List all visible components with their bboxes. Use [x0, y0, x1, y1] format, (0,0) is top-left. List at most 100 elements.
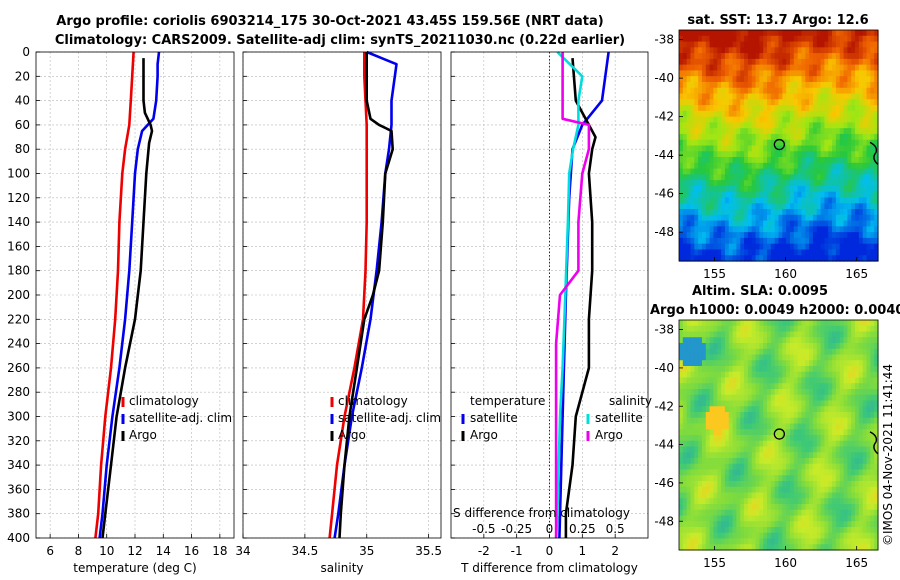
sla-map-cell: [866, 366, 871, 373]
sla-map-cell: [786, 527, 791, 534]
sla-map-cell: [709, 366, 715, 373]
sla-map-cell: [778, 383, 783, 390]
sst-map-cell: [724, 110, 730, 118]
sst-map-cell: [832, 191, 837, 199]
sst-map-cell: [774, 191, 780, 199]
sst-map-cell: [705, 53, 711, 60]
sla-map-cell: [744, 446, 749, 453]
sst-map-cell: [767, 41, 772, 48]
sst-map-cell: [835, 157, 841, 164]
sla-map-cell: [866, 394, 871, 402]
sla-map-cell: [774, 383, 780, 390]
sla-map-cell: [793, 406, 799, 413]
sst-map-cell: [690, 41, 695, 48]
sst-map-cell: [793, 110, 799, 118]
sst-map-cell: [870, 237, 875, 245]
sst-map-cell: [694, 58, 699, 66]
sst-map-cell: [759, 151, 764, 158]
sst-map-cell: [759, 76, 764, 83]
sla-map-cell: [679, 492, 684, 499]
sst-map-cell: [740, 128, 745, 135]
sla-map-cell: [740, 521, 745, 528]
sla-map-cell: [801, 366, 806, 373]
sst-map-cell: [809, 128, 814, 135]
sst-map-cell: [686, 243, 692, 251]
sst-map-cell: [774, 133, 780, 141]
sst-map-cell: [828, 122, 833, 129]
sla-map-cell: [812, 429, 818, 436]
sla-map-cell: [870, 400, 875, 407]
sst-map-cell: [828, 105, 833, 112]
sst-map-cell: [694, 122, 699, 129]
sla-map-cell: [778, 527, 783, 534]
sla-map-cell: [713, 446, 718, 453]
sst-map-cell: [717, 64, 722, 72]
sla-map-cell: [717, 527, 722, 534]
sla-map-cell: [736, 532, 741, 540]
sst-map-cell: [751, 64, 757, 72]
sst-map-cell: [713, 133, 718, 141]
sla-map-cell: [824, 383, 829, 390]
sla-map-cell: [839, 371, 845, 379]
sst-map-cell: [709, 105, 715, 112]
sst-map-cell: [851, 58, 856, 66]
sla-map-cell: [682, 406, 688, 413]
sst-map-cell: [862, 110, 868, 118]
y-tick-label: 400: [7, 531, 30, 545]
sst-map-cell: [698, 105, 703, 112]
sst-map-cell: [770, 76, 776, 83]
sla-map-cell: [824, 412, 829, 419]
sla-map-cell: [767, 504, 772, 511]
sst-map-cell: [713, 81, 718, 89]
sla-map-cell: [874, 475, 879, 482]
sst-map-cell: [770, 47, 776, 54]
sst-map-cell: [847, 209, 852, 216]
sla-map-cell: [812, 331, 818, 338]
sla-map-cell: [866, 331, 871, 338]
sla-map-cell: [717, 469, 722, 476]
sst-map-cell: [778, 87, 783, 95]
sla-map-cell: [713, 383, 718, 390]
sla-map-cell: [755, 412, 760, 419]
sst-map-cell: [801, 64, 806, 72]
sst-map-cell: [839, 139, 845, 147]
sst-map-cell: [870, 226, 875, 233]
sst-map-cell: [724, 168, 730, 175]
sla-map-cell: [747, 463, 753, 471]
sla-map-cell: [809, 354, 814, 361]
sla-map-cell: [816, 532, 822, 540]
sla-map-cell: [809, 331, 814, 338]
sla-map-cell: [812, 440, 818, 448]
sst-map-cell: [736, 139, 741, 147]
sla-map-cell: [870, 325, 875, 333]
sla-map-cell: [832, 325, 837, 333]
sst-map-cell: [820, 41, 826, 48]
sst-map-cell: [862, 145, 868, 152]
sla-map-cell: [679, 463, 684, 471]
sst-map-cell: [713, 157, 718, 164]
sst-map-cell: [767, 64, 772, 72]
sla-map-cell: [832, 331, 837, 338]
sst-map-cell: [755, 53, 760, 60]
sst-map-cell: [774, 58, 780, 66]
sst-map-cell: [686, 168, 692, 175]
sla-map-cell: [851, 538, 856, 545]
sla-map-cell: [832, 452, 837, 459]
sla-map-cell: [828, 527, 833, 534]
sla-map-cell: [705, 446, 711, 453]
sst-map-cell: [828, 197, 833, 204]
sla-map-cell: [763, 515, 768, 522]
difference-x-tick-label: -1: [511, 544, 523, 558]
temperature-frame: [35, 51, 235, 539]
sst-map-cell: [724, 70, 730, 77]
sst-map-cell: [786, 47, 791, 54]
sst-map-cell: [759, 157, 764, 164]
sla-map-cell: [770, 509, 776, 517]
sst-map-cell: [774, 255, 780, 262]
sst-map-cell: [866, 174, 871, 181]
sla-map-cell: [851, 498, 856, 505]
sla-map-cell: [866, 429, 871, 436]
sst-map-cell: [786, 70, 791, 77]
sla-map-cell: [797, 492, 803, 499]
sst-map-cell: [705, 162, 711, 170]
